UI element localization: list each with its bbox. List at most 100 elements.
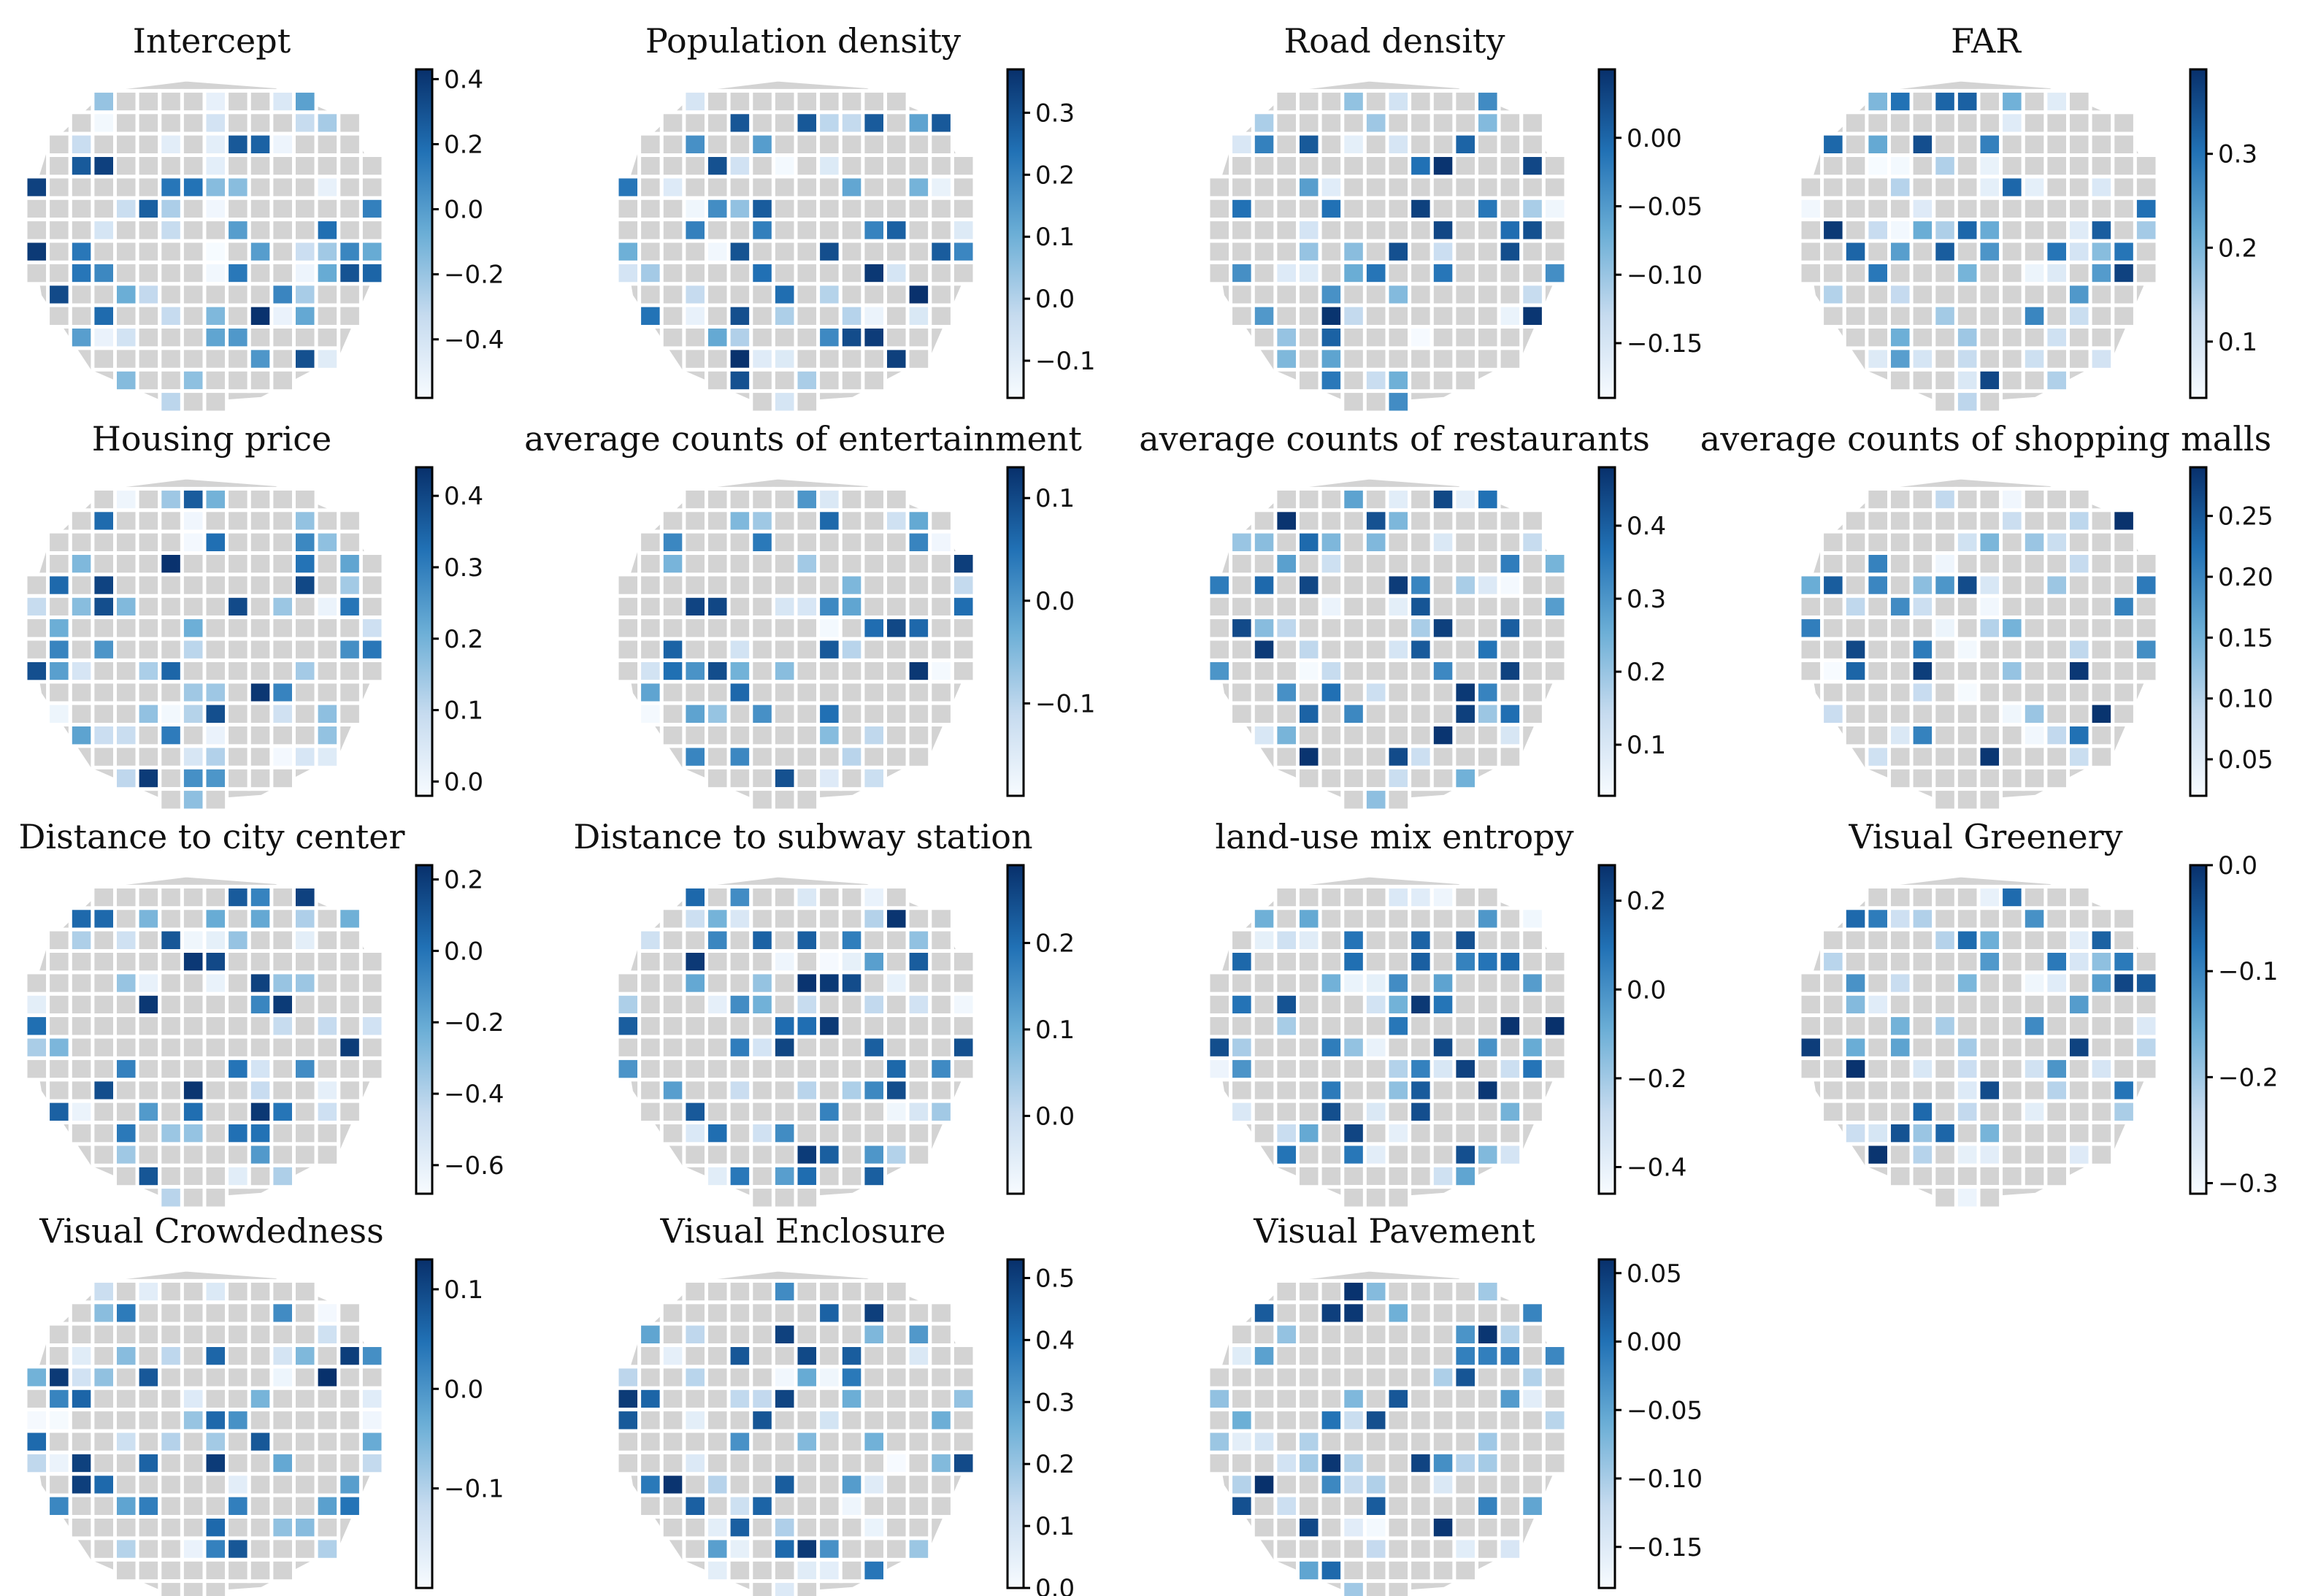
map-block <box>1999 346 2025 372</box>
colorbar-tick-label: 0.20 <box>2218 563 2273 592</box>
map-block <box>247 680 274 705</box>
map-block <box>816 906 843 932</box>
map-block <box>91 1450 118 1476</box>
map-block <box>1541 196 1568 222</box>
map-block <box>705 303 731 329</box>
map-block <box>1475 196 1501 222</box>
map-block <box>225 927 251 953</box>
map-block <box>2088 1013 2115 1039</box>
map-block <box>1385 1515 1412 1541</box>
map-block <box>1296 1278 1322 1305</box>
map-block <box>292 1078 318 1103</box>
map-block <box>1340 787 1367 813</box>
map-block <box>247 1300 274 1326</box>
map-block <box>358 551 385 577</box>
map-block <box>1475 110 1501 136</box>
map-block <box>314 131 341 158</box>
map-block <box>1541 174 1568 200</box>
map-block <box>794 218 821 243</box>
map-block <box>1362 723 1389 748</box>
map-block <box>1206 218 1233 243</box>
map-block <box>1362 174 1389 200</box>
map-block <box>1887 260 1914 286</box>
map-block <box>1296 260 1322 286</box>
map-block <box>113 1515 139 1541</box>
map-block <box>180 1300 207 1326</box>
map-block <box>883 346 910 372</box>
map-block <box>749 131 775 158</box>
map-block <box>1251 1515 1278 1541</box>
map-block <box>771 637 798 662</box>
map-block <box>1229 551 1255 577</box>
map-block <box>637 174 664 200</box>
map-block <box>1999 260 2025 286</box>
map-block <box>1408 1163 1434 1189</box>
map-block <box>1318 991 1345 1018</box>
map-block <box>682 1343 709 1369</box>
map-block <box>1954 594 1981 620</box>
colorbar-tick-label: −0.1 <box>444 1475 504 1504</box>
map-block <box>637 927 664 953</box>
map-block <box>1976 1056 2003 1082</box>
map-block <box>1999 282 2025 307</box>
map-block <box>180 110 207 136</box>
colorbar-tick-label: 0.3 <box>2218 140 2257 169</box>
map-block <box>1385 1099 1412 1124</box>
map-block <box>1797 658 1824 684</box>
map-block <box>247 927 274 953</box>
map-block <box>202 367 229 394</box>
map-block <box>1519 110 1546 136</box>
map-block <box>1452 927 1479 953</box>
map-block <box>637 260 664 286</box>
map-block <box>905 906 932 932</box>
map-block <box>1865 658 1891 684</box>
map-block <box>928 196 954 222</box>
map-block <box>1497 131 1524 158</box>
map-block <box>705 260 731 286</box>
map-block <box>337 658 363 684</box>
map-block <box>2066 1121 2092 1146</box>
map-block <box>749 1515 775 1541</box>
map-block <box>46 1321 72 1347</box>
map-block <box>1999 1121 2025 1146</box>
map-block <box>1887 765 1914 791</box>
map-block <box>337 1429 363 1454</box>
map-block <box>2111 637 2137 662</box>
map-block <box>1206 1035 1233 1060</box>
map-block <box>202 1536 229 1562</box>
map-block <box>2021 701 2048 726</box>
map-block <box>180 637 207 662</box>
map-block <box>637 572 664 598</box>
map-block <box>91 260 118 286</box>
map-block <box>615 615 642 641</box>
map-block <box>113 701 139 726</box>
map-block <box>1318 637 1345 662</box>
colorbar-tick-label: 0.4 <box>444 482 483 511</box>
map-block <box>1452 1300 1479 1326</box>
map-block <box>1408 1536 1434 1562</box>
map-block <box>1976 196 2003 222</box>
map-block <box>1206 637 1233 662</box>
map-block <box>135 927 162 953</box>
map-block <box>314 680 341 705</box>
map-block <box>292 239 318 264</box>
map-block <box>23 196 50 222</box>
map-block <box>1842 949 1869 975</box>
map-block <box>1519 551 1546 577</box>
map-block <box>1475 218 1501 243</box>
map-block <box>1976 260 2003 286</box>
map-block <box>1519 1035 1546 1060</box>
map-block <box>2043 906 2070 932</box>
map-block <box>1519 282 1546 307</box>
map-block <box>1273 723 1300 748</box>
map-block <box>861 218 888 243</box>
map-block <box>637 196 664 222</box>
map-block <box>1251 196 1278 222</box>
map-block <box>1475 486 1501 513</box>
map-block <box>659 196 686 222</box>
map-block <box>615 658 642 684</box>
map-block <box>202 218 229 243</box>
panel-8: average counts of shopping malls0.250.20… <box>1700 419 2273 813</box>
map-block <box>1408 1078 1434 1103</box>
